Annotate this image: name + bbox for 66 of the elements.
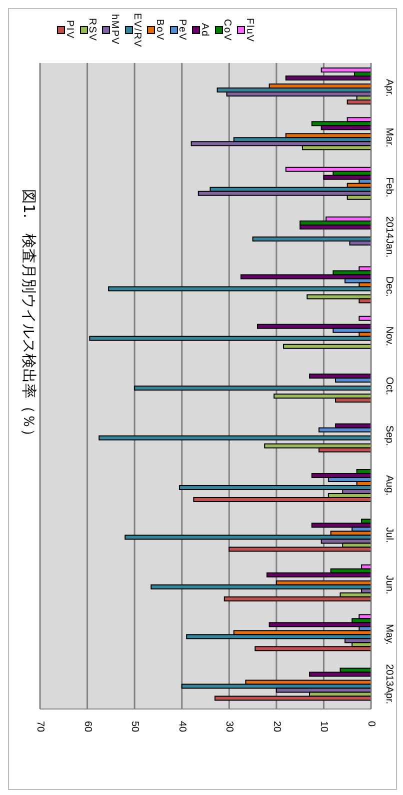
y-tick-label: Dec.: [384, 276, 394, 297]
y-tick-label: Feb.: [384, 177, 394, 198]
y-tick-label: Aug.: [384, 475, 394, 496]
x-tick-label: 0: [366, 721, 376, 727]
x-tick-label: 50: [129, 721, 140, 733]
bar: [320, 67, 371, 72]
bar: [190, 141, 371, 146]
bar: [181, 684, 371, 689]
bar: [306, 294, 371, 300]
bar: [198, 190, 371, 196]
bar: [150, 584, 371, 590]
bar: [346, 99, 371, 104]
legend-label: Ad: [199, 22, 210, 38]
bar: [228, 546, 371, 552]
bar: [108, 286, 371, 292]
legend-label: CoV: [222, 18, 232, 42]
y-tick-label: May.: [384, 624, 394, 645]
x-tick-label: 30: [224, 721, 235, 733]
bar: [214, 696, 371, 701]
y-tick-label: Jul.: [384, 527, 394, 543]
bar: [283, 344, 371, 349]
y-tick-label: 2014Jan.: [384, 216, 394, 258]
bar: [89, 336, 371, 341]
bar: [300, 224, 371, 230]
bar: [178, 485, 371, 490]
legend-label: FluV: [244, 18, 255, 42]
bar: [318, 427, 371, 432]
y-tick-label: Jun.: [384, 575, 394, 594]
bar: [266, 572, 371, 578]
text: 図1. 検査月別ウイルス検出率（％）: [19, 189, 38, 444]
legend-label: PIV: [64, 20, 75, 40]
bar: [311, 522, 371, 528]
bar: [358, 316, 371, 321]
bar: [285, 75, 371, 80]
legend-label: PeV: [176, 19, 188, 41]
x-tick-label: 70: [34, 721, 46, 733]
y-tick-label: 2013Apr.: [384, 664, 394, 704]
bar: [252, 236, 371, 242]
legend-label: RSV: [86, 18, 98, 42]
x-tick-label: 20: [270, 721, 282, 733]
y-tick-label: Nov.: [384, 326, 394, 346]
bar: [193, 497, 371, 502]
y-tick-label: Mar.: [384, 128, 394, 148]
legend-label: EV/RV: [132, 12, 142, 48]
bar: [274, 394, 371, 399]
legend-label: hMPV: [109, 14, 120, 46]
bar: [264, 443, 371, 448]
bar: [134, 386, 371, 391]
y-tick-label: Apr.: [384, 78, 394, 97]
x-tick-label: 40: [176, 721, 188, 733]
bar: [186, 634, 371, 640]
legend-label: BoV: [154, 19, 165, 41]
bar: [257, 324, 371, 329]
bar: [323, 174, 371, 180]
x-tick-label: 10: [318, 721, 330, 733]
bar: [98, 435, 371, 440]
x-tick-label: 60: [82, 721, 93, 733]
bar: [124, 534, 371, 540]
bar: [254, 646, 371, 652]
y-tick-label: Oct.: [384, 376, 394, 396]
y-tick-label: Sep.: [384, 425, 394, 446]
bar: [309, 672, 371, 677]
bar: [240, 274, 371, 280]
bar: [268, 622, 371, 628]
bar: [224, 596, 371, 602]
bar: [285, 166, 371, 172]
